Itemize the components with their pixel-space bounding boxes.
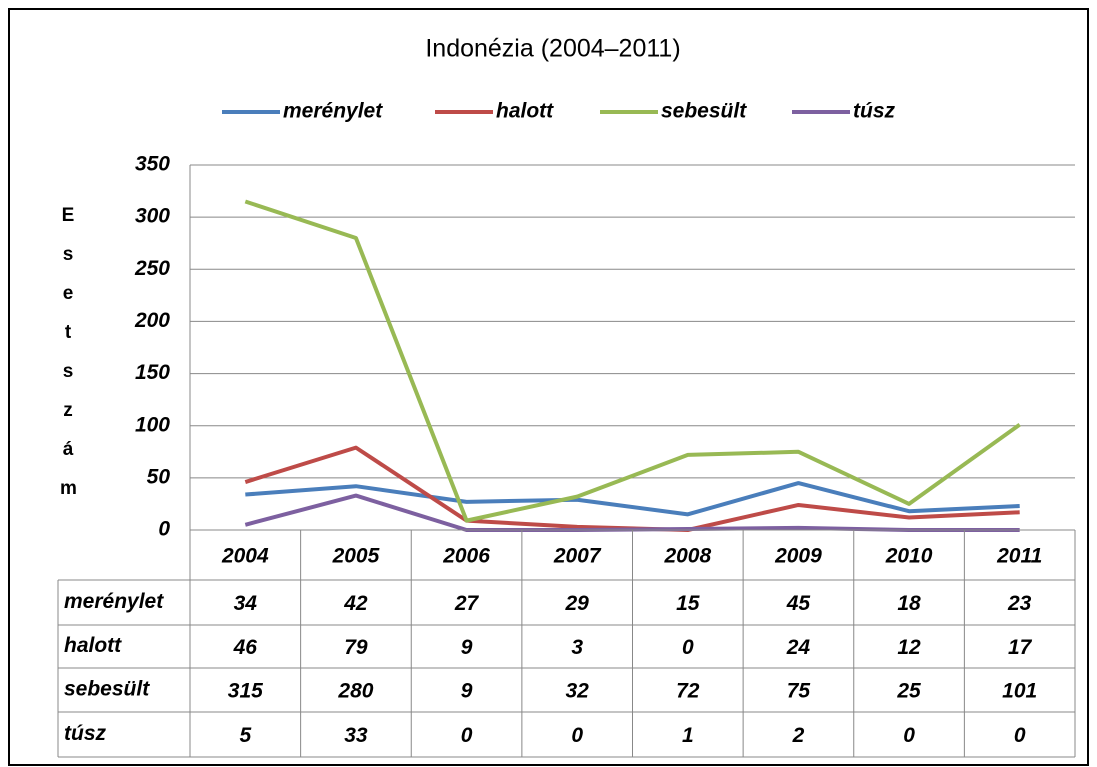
table-cell: 34	[234, 592, 258, 615]
table-cell: 46	[233, 636, 258, 659]
y-tick-label: 0	[158, 518, 170, 541]
table-row-label: sebesült	[64, 678, 150, 701]
frame	[8, 8, 1089, 766]
table-row-label: merénylet	[64, 590, 164, 613]
table-cell: 33	[344, 724, 368, 747]
table-cell: 2	[792, 724, 805, 747]
y-tick-label: 50	[147, 465, 171, 488]
x-tick-label: 2010	[885, 545, 933, 568]
table-cell: 0	[1014, 724, 1026, 747]
table-cell: 32	[566, 680, 590, 703]
table-cell: 280	[337, 680, 373, 703]
x-tick-label: 2005	[332, 545, 380, 568]
x-tick-label: 2007	[553, 545, 602, 568]
table-cell: 0	[461, 724, 473, 747]
table-cell: 15	[676, 592, 700, 615]
table-cell: 79	[344, 636, 368, 659]
y-tick-label: 200	[134, 309, 170, 332]
table-cell: 25	[896, 680, 921, 703]
table-cell: 3	[571, 636, 583, 659]
table-cell: 5	[239, 724, 251, 747]
table-cell: 24	[786, 636, 811, 659]
table-row-label: halott	[64, 634, 122, 657]
table-cell: 27	[454, 592, 480, 615]
chart-title: Indonézia (2004–2011)	[425, 35, 680, 63]
table-cell: 0	[903, 724, 915, 747]
y-tick-label: 350	[135, 153, 170, 176]
y-tick-label: 150	[135, 361, 170, 384]
x-tick-label: 2008	[663, 545, 711, 568]
table-cell: 0	[571, 724, 583, 747]
series-line	[244, 199, 1021, 523]
table-cell: 12	[897, 636, 921, 659]
x-tick-label: 2006	[442, 545, 490, 568]
table-cell: 9	[461, 680, 473, 703]
table-cell: 17	[1008, 636, 1033, 659]
x-tick-label: 2004	[221, 545, 269, 568]
series-line	[245, 481, 1020, 517]
table-cell: 101	[1002, 680, 1037, 703]
table-cell: 75	[787, 680, 811, 703]
table-cell: 1	[682, 724, 694, 747]
y-tick-label: 300	[135, 205, 170, 228]
table-row-label: túsz	[64, 722, 107, 745]
table-cell: 18	[897, 592, 921, 615]
table-cell: 0	[682, 636, 694, 659]
y-tick-label: 100	[135, 413, 170, 436]
table-cell: 29	[565, 592, 590, 615]
legend-label: sebesült	[661, 100, 747, 123]
x-tick-label: 2011	[996, 545, 1042, 568]
legend-label: túsz	[853, 100, 896, 123]
table-cell: 45	[786, 592, 811, 615]
table-cell: 23	[1007, 592, 1032, 615]
table-cell: 72	[676, 680, 700, 703]
x-tick-label: 2009	[774, 545, 822, 568]
y-tick-label: 250	[134, 257, 170, 280]
y-axis-label: Esetszám	[60, 205, 77, 499]
table-cell: 9	[461, 636, 473, 659]
table-cell: 315	[228, 680, 263, 703]
table-cell: 42	[343, 592, 368, 615]
legend-label: merénylet	[283, 100, 383, 123]
legend-label: halott	[496, 100, 554, 123]
